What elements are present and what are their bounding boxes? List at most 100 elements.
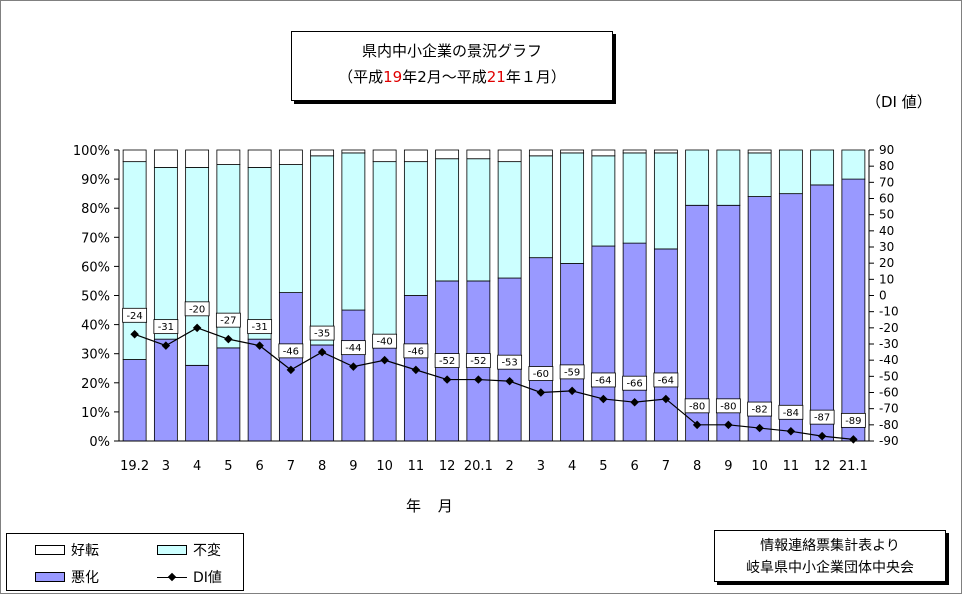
bar-good xyxy=(341,149,366,154)
di-data-label: -46 xyxy=(408,346,424,357)
x-tick-label: 20.1 xyxy=(464,459,493,474)
x-tick-label: 8 xyxy=(318,459,326,474)
di-point xyxy=(286,365,296,375)
source-box: 情報連絡票集計表より 岐阜県中小企業団体中央会 xyxy=(714,530,946,582)
di-point xyxy=(630,397,639,407)
x-tick-label: 7 xyxy=(287,459,295,474)
di-data-label: -80 xyxy=(720,401,736,412)
left-tick-label: 90% xyxy=(81,173,110,188)
di-data-label: -40 xyxy=(376,337,392,348)
bar-bad xyxy=(372,335,397,442)
di-data-label: -64 xyxy=(595,375,611,386)
bar-bad xyxy=(841,178,866,442)
bar-same xyxy=(560,152,585,264)
di-label-box xyxy=(840,412,866,428)
x-tick-label: 7 xyxy=(662,459,670,474)
di-line-series: -24 -31 -20 -27 -31 -46 -35 -44 -40 -46 -52 -52 -53 -… xyxy=(122,301,866,444)
di-data-label: -31 xyxy=(251,322,267,333)
bar-same xyxy=(278,164,303,293)
x-tick-label: 4 xyxy=(193,459,201,474)
legend-label-bad: 悪化 xyxy=(71,570,99,586)
right-axis-unit: （DI 値） xyxy=(866,93,932,111)
right-tick-label: -90 xyxy=(879,434,899,448)
bar-bad xyxy=(560,263,585,442)
di-point xyxy=(724,420,733,430)
legend-item-good: 好転 xyxy=(35,540,99,560)
di-label-box xyxy=(465,353,491,368)
title-year-start: 19 xyxy=(383,68,403,86)
bar-same xyxy=(685,149,710,206)
left-tick-label: 40% xyxy=(81,319,110,334)
di-point xyxy=(130,330,139,339)
di-data-label: -53 xyxy=(501,358,517,369)
bar-bad xyxy=(778,193,803,442)
legend-swatch-di xyxy=(157,572,187,582)
di-label-box xyxy=(122,307,148,323)
left-tick-label: 30% xyxy=(81,348,110,363)
bar-same xyxy=(497,161,522,279)
bar-bad xyxy=(247,338,272,442)
bar-same xyxy=(716,149,741,206)
x-tick-label: 9 xyxy=(724,459,732,474)
di-label-box xyxy=(684,398,710,414)
di-point xyxy=(161,341,171,350)
bar-same xyxy=(778,149,803,195)
di-label-box xyxy=(622,375,648,391)
di-data-label: -66 xyxy=(626,379,642,390)
x-tick-label: 11 xyxy=(408,459,425,474)
bar-good xyxy=(247,149,272,168)
bar-bad xyxy=(122,359,147,442)
bar-good xyxy=(372,149,397,163)
di-line xyxy=(134,327,854,440)
di-label-box xyxy=(247,319,273,335)
source-line1: 情報連絡票集計表より xyxy=(760,538,900,554)
bar-same xyxy=(310,155,335,346)
di-data-label: -82 xyxy=(751,405,767,416)
legend-item-bad: 悪化 xyxy=(35,567,99,587)
left-tick-label: 50% xyxy=(81,290,110,305)
di-point xyxy=(849,435,858,444)
bar-good xyxy=(528,149,553,157)
bar-same xyxy=(435,158,460,282)
di-point xyxy=(536,388,546,397)
bar-good xyxy=(122,149,147,163)
legend-label-same: 不変 xyxy=(193,543,221,559)
title-part: （平成 xyxy=(338,68,384,86)
di-data-label: -35 xyxy=(314,329,330,340)
x-tick-labels: 19.2 3 4 5 6 7 8 9 10 11 12 20.1 2 3 4 5 6 7 8 9 10 11 12 21.1 xyxy=(120,459,868,474)
x-tick-label: 3 xyxy=(162,459,170,474)
right-tick-label: -30 xyxy=(879,337,899,351)
legend-item-di: DI値 xyxy=(157,567,222,587)
di-label-box xyxy=(340,340,366,356)
bar-good xyxy=(403,149,428,163)
di-point xyxy=(380,355,389,365)
di-label-box xyxy=(559,364,585,380)
left-tick-label: 10% xyxy=(81,406,110,421)
di-label-box xyxy=(403,343,429,359)
di-label-box xyxy=(497,354,523,370)
bar-good xyxy=(747,149,772,154)
bar-same xyxy=(466,158,491,282)
di-data-label: -44 xyxy=(345,343,361,354)
bar-same xyxy=(528,155,553,259)
di-label-box xyxy=(372,333,398,349)
x-tick-label: 3 xyxy=(537,459,545,474)
right-tick-label: -80 xyxy=(879,418,899,432)
bar-same xyxy=(341,152,366,311)
x-tick-label: 9 xyxy=(349,459,357,474)
di-data-label: -84 xyxy=(783,408,799,419)
x-tick-label: 6 xyxy=(630,459,638,474)
di-label-box xyxy=(184,301,210,317)
di-data-label: -46 xyxy=(283,346,299,357)
x-tick-label: 11 xyxy=(783,459,800,474)
bar-same xyxy=(747,152,772,197)
legend-swatch-bad xyxy=(35,572,65,582)
right-tick-label: -20 xyxy=(879,321,899,335)
right-tick-label: -10 xyxy=(879,305,899,319)
bar-good xyxy=(185,149,210,168)
di-point xyxy=(224,334,233,344)
di-point xyxy=(192,323,202,333)
di-point xyxy=(255,341,264,350)
bar-good xyxy=(216,149,241,165)
right-axis: -90 -80 -70 -60 -50 -40 -30 -20 -10 0 10 20 30 40 50 60… xyxy=(868,143,899,448)
